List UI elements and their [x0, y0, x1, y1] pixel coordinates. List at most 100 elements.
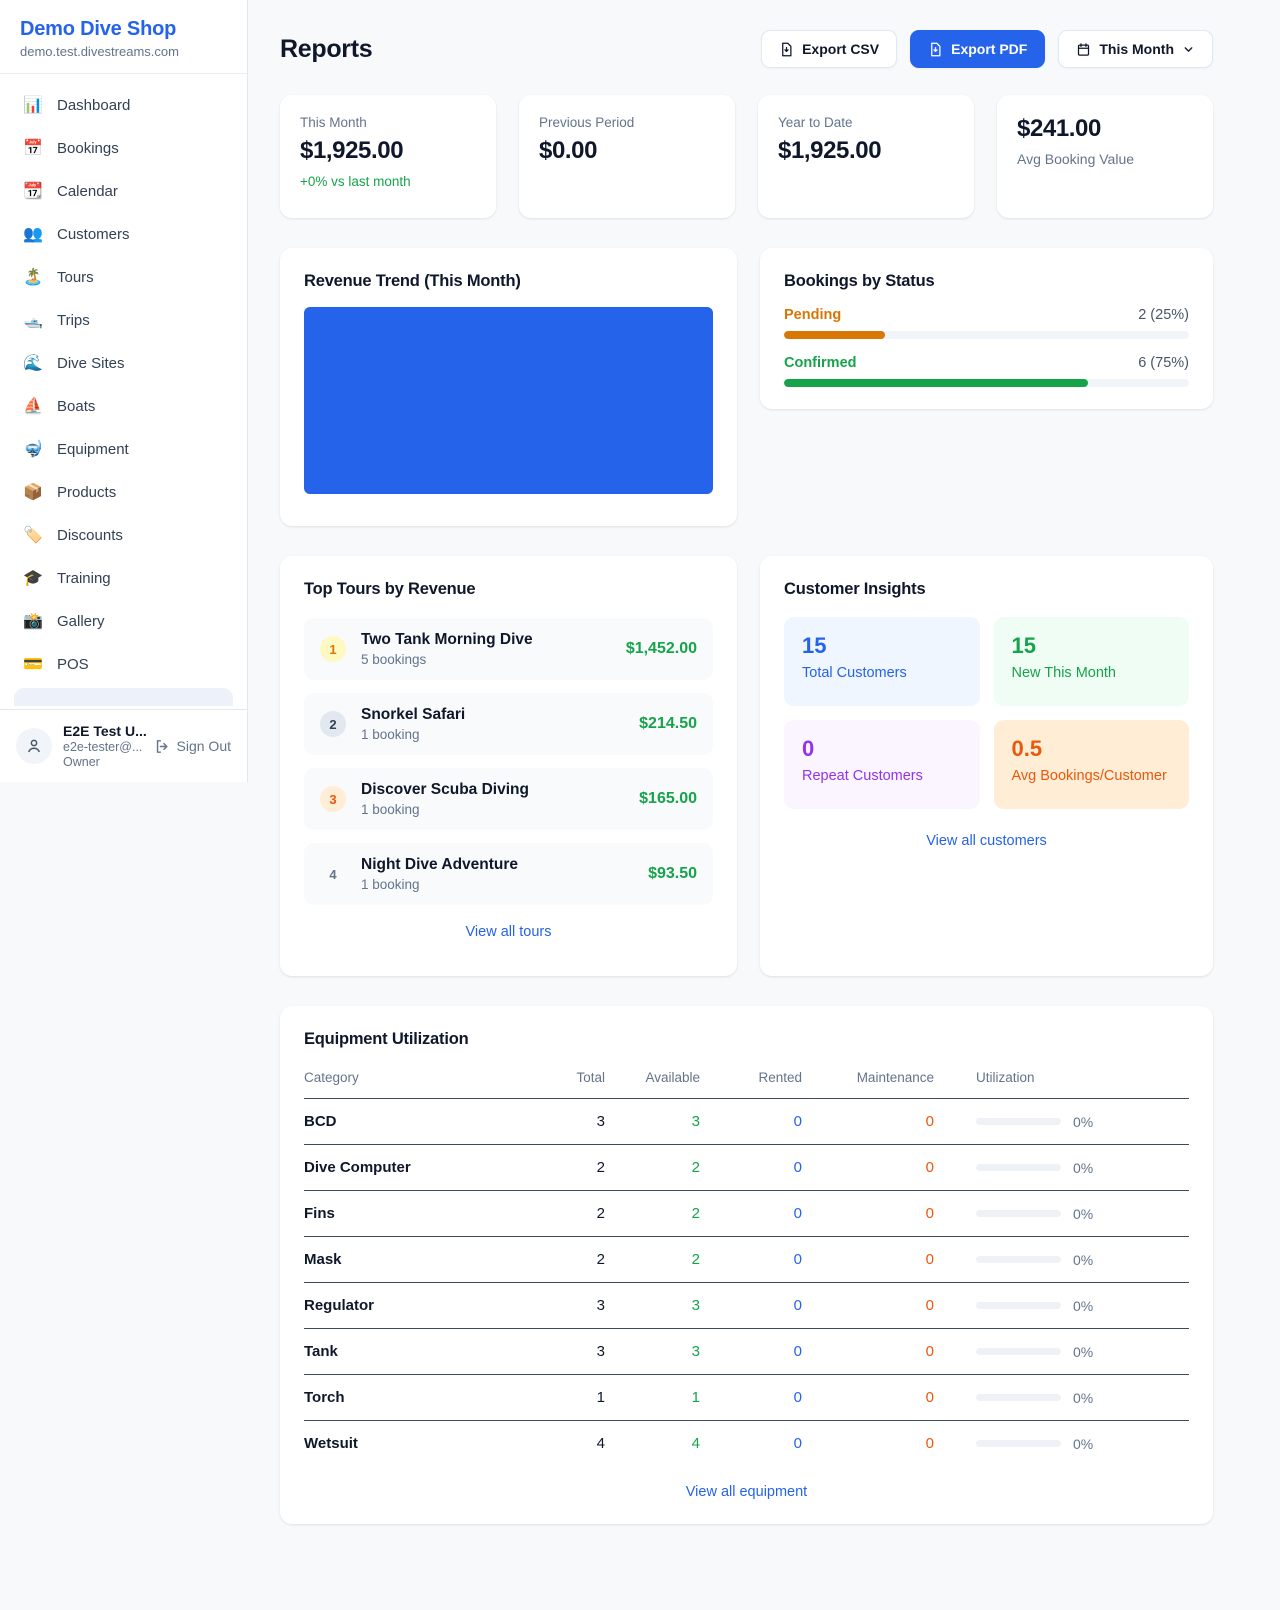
cell-rented: 0: [793, 1343, 802, 1360]
sidebar-item-label: Tours: [57, 268, 94, 286]
cell-category: Wetsuit: [304, 1435, 358, 1452]
sidebar-item-trips[interactable]: 🛥️ Trips: [12, 301, 235, 339]
sidebar-item-label: Bookings: [57, 139, 119, 157]
dashboard-icon: 📊: [23, 97, 43, 114]
shop-domain: demo.test.divestreams.com: [20, 44, 179, 59]
cell-category: Tank: [304, 1343, 338, 1360]
cell-maintenance: 0: [925, 1389, 934, 1406]
camera-icon: 📸: [23, 613, 43, 630]
list-item-tour: 4 Night Dive Adventure 1 booking $93.50: [304, 843, 713, 905]
utilization-track: [976, 1348, 1061, 1355]
sidebar-item-dive-sites[interactable]: 🌊 Dive Sites: [12, 344, 235, 382]
period-dropdown[interactable]: This Month: [1058, 30, 1213, 68]
cell-utilization: 0%: [934, 1114, 1189, 1130]
export-csv-button[interactable]: Export CSV: [761, 30, 898, 68]
utilization-label: 0%: [1073, 1435, 1094, 1452]
sidebar-item-tours[interactable]: 🏝️ Tours: [12, 258, 235, 296]
person-icon: [28, 739, 40, 753]
cell-utilization: 0%: [934, 1206, 1189, 1222]
shop-name: Demo Dive Shop: [20, 18, 177, 40]
table-row: Tank 3 3 0 0 0%: [304, 1329, 1189, 1375]
status-row-pending: Pending 2 (25%): [784, 307, 1189, 339]
utilization-track: [976, 1394, 1061, 1401]
cell-total: 3: [596, 1113, 605, 1130]
sidebar-item-discounts[interactable]: 🏷️ Discounts: [12, 516, 235, 554]
equipment-table: Category Total Available Rented Maintena…: [304, 1070, 1189, 1466]
view-all-tours-link[interactable]: View all tours: [465, 924, 552, 940]
sign-out-label: Sign Out: [176, 738, 231, 754]
sidebar-item-label: Customers: [57, 225, 130, 243]
utilization-track: [976, 1210, 1061, 1217]
column-header: Category: [304, 1070, 359, 1085]
cell-available: 2: [691, 1159, 700, 1176]
cell-rented: 0: [793, 1435, 802, 1452]
main-content: Reports Export CSV Export PDF This Month: [280, 30, 1213, 1524]
cell-category: Dive Computer: [304, 1159, 411, 1176]
table-row: BCD 3 3 0 0 0%: [304, 1099, 1189, 1145]
bookings-by-status-title: Bookings by Status: [784, 272, 935, 290]
rank-badge: 3: [320, 786, 346, 812]
customers-icon: 👥: [23, 226, 43, 243]
stat-cards-row: This Month $1,925.00 +0% vs last month P…: [280, 95, 1213, 218]
column-header: Rented: [758, 1070, 802, 1085]
bookings-calendar-icon: 📅: [23, 140, 43, 157]
header-actions: Export CSV Export PDF This Month: [761, 30, 1213, 68]
sidebar-item-calendar[interactable]: 📆 Calendar: [12, 172, 235, 210]
table-row: Regulator 3 3 0 0 0%: [304, 1283, 1189, 1329]
stat-delta: +0% vs last month: [300, 174, 411, 189]
revenue-trend-card: Revenue Trend (This Month): [280, 248, 737, 526]
sidebar-item-gallery[interactable]: 📸 Gallery: [12, 602, 235, 640]
sidebar-item-label: Calendar: [57, 182, 118, 200]
sidebar-header: Demo Dive Shop demo.test.divestreams.com: [0, 0, 247, 74]
cell-category: Torch: [304, 1389, 345, 1406]
cell-category: Mask: [304, 1251, 342, 1268]
cell-available: 1: [691, 1389, 700, 1406]
top-tours-card: Top Tours by Revenue 1 Two Tank Morning …: [280, 556, 737, 976]
customer-insights-card: Customer Insights 15 Total Customers 15 …: [760, 556, 1213, 976]
list-item-tour: 2 Snorkel Safari 1 booking $214.50: [304, 693, 713, 755]
sidebar-user-section: E2E Test U... e2e-tester@... Owner Sign …: [0, 709, 247, 782]
sidebar-item-pos[interactable]: 💳 POS: [12, 645, 235, 683]
view-all-customers-link[interactable]: View all customers: [926, 833, 1047, 849]
sidebar-item-boats[interactable]: ⛵ Boats: [12, 387, 235, 425]
export-pdf-button[interactable]: Export PDF: [910, 30, 1046, 68]
cell-utilization: 0%: [934, 1390, 1189, 1406]
sign-out-button[interactable]: Sign Out: [154, 738, 231, 755]
credit-card-icon: 💳: [23, 656, 43, 673]
sidebar-item-training[interactable]: 🎓 Training: [12, 559, 235, 597]
island-icon: 🏝️: [23, 269, 43, 286]
cell-maintenance: 0: [925, 1205, 934, 1222]
utilization-label: 0%: [1073, 1297, 1094, 1314]
cell-total: 3: [596, 1343, 605, 1360]
rank-badge: 2: [320, 711, 346, 737]
view-all-equipment-link[interactable]: View all equipment: [685, 1484, 808, 1500]
sidebar-item-bookings[interactable]: 📅 Bookings: [12, 129, 235, 167]
period-label: This Month: [1099, 41, 1174, 57]
progress-track: [784, 379, 1189, 387]
utilization-track: [976, 1118, 1061, 1125]
sidebar-item-customers[interactable]: 👥 Customers: [12, 215, 235, 253]
tour-name: Two Tank Morning Dive: [361, 631, 533, 648]
column-header: Utilization: [976, 1070, 1035, 1085]
cell-category: BCD: [304, 1113, 337, 1130]
sidebar-item-equipment[interactable]: 🤿 Equipment: [12, 430, 235, 468]
insight-label: Avg Bookings/Customer: [1011, 768, 1167, 784]
sidebar-item-partially-scrolled[interactable]: [14, 688, 233, 706]
utilization-label: 0%: [1073, 1205, 1094, 1222]
cell-maintenance: 0: [925, 1343, 934, 1360]
logout-icon: [156, 739, 167, 753]
cell-rented: 0: [793, 1159, 802, 1176]
insight-total-customers: 15 Total Customers: [784, 617, 980, 706]
table-row: Torch 1 1 0 0 0%: [304, 1375, 1189, 1421]
utilization-label: 0%: [1073, 1113, 1094, 1130]
user-role: Owner: [63, 755, 100, 769]
utilization-track: [976, 1164, 1061, 1171]
utilization-track: [976, 1302, 1061, 1309]
export-csv-label: Export CSV: [802, 41, 880, 57]
sidebar-item-label: Dashboard: [57, 96, 131, 114]
sidebar-item-products[interactable]: 📦 Products: [12, 473, 235, 511]
stat-label: Year to Date: [778, 115, 853, 130]
table-header: Category Total Available Rented Maintena…: [304, 1070, 1189, 1099]
sidebar-item-dashboard[interactable]: 📊 Dashboard: [12, 86, 235, 124]
cell-category: Fins: [304, 1205, 335, 1222]
